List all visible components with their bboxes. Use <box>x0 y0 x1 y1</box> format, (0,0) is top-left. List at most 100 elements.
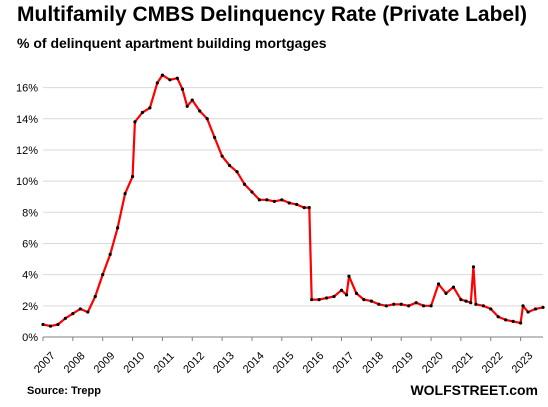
data-point <box>469 301 473 305</box>
data-point <box>56 322 60 327</box>
data-point <box>220 154 224 158</box>
x-tick-label: 2008 <box>62 350 88 376</box>
data-point <box>227 163 232 168</box>
data-point <box>392 302 396 306</box>
y-tick-label: 8% <box>22 207 38 219</box>
data-point <box>481 304 485 308</box>
data-point <box>71 312 75 316</box>
data-point <box>464 299 468 303</box>
x-tick-label: 2019 <box>390 350 416 376</box>
data-point <box>116 226 120 230</box>
data-point <box>519 321 523 325</box>
x-tick-label: 2012 <box>181 350 207 376</box>
data-point <box>160 73 165 77</box>
y-tick-label: 14% <box>16 114 38 126</box>
data-point <box>541 305 545 309</box>
data-point <box>41 322 45 327</box>
data-point <box>295 202 299 207</box>
data-point <box>377 302 381 306</box>
data-point <box>101 273 105 277</box>
gridlines <box>43 87 543 307</box>
data-point <box>155 81 159 85</box>
data-point <box>496 315 500 319</box>
data-point <box>280 198 284 202</box>
data-point <box>123 191 127 196</box>
data-point <box>414 301 418 305</box>
x-tick-label: 2014 <box>241 350 267 376</box>
data-point <box>307 206 311 210</box>
x-tick-label: 2023 <box>510 350 536 376</box>
data-point <box>317 297 321 302</box>
data-point <box>369 299 373 303</box>
x-tick-label: 2009 <box>92 350 118 376</box>
x-axis: 2007 2008 2009 2010 2011 2012 2013 2014 2015 2016… <box>32 336 543 376</box>
data-point <box>324 296 329 300</box>
data-point <box>384 304 388 308</box>
data-point <box>140 110 145 115</box>
data-point <box>444 291 448 295</box>
data-point <box>302 206 306 210</box>
x-tick-label: 2022 <box>480 350 506 376</box>
data-point <box>459 297 463 302</box>
chart-subtitle: % of delinquent apartment building mortg… <box>17 35 327 51</box>
data-point <box>198 109 202 113</box>
data-point <box>451 285 456 289</box>
data-point <box>429 304 433 308</box>
y-axis: 0% 2% 4% 6% 8% 10% 12% 14% 16% <box>16 83 38 344</box>
data-point <box>474 302 478 306</box>
data-point <box>242 182 247 186</box>
data-point <box>511 319 515 324</box>
x-tick-label: 2018 <box>360 350 386 376</box>
data-point <box>175 76 179 80</box>
data-point <box>180 87 185 91</box>
data-point <box>250 190 254 194</box>
y-tick-label: 6% <box>22 238 38 250</box>
data-point <box>108 252 112 256</box>
data-point <box>339 288 344 292</box>
data-point <box>504 318 508 322</box>
data-point <box>272 199 276 203</box>
data-point <box>148 106 152 110</box>
data-point <box>489 307 493 311</box>
y-tick-label: 4% <box>22 270 38 282</box>
x-tick-label: 2011 <box>152 350 177 375</box>
data-point <box>421 304 426 308</box>
data-point <box>362 297 366 302</box>
data-point <box>213 135 217 140</box>
data-point <box>63 316 67 320</box>
data-point <box>347 274 351 278</box>
data-point <box>354 291 359 295</box>
data-point <box>133 120 137 124</box>
y-tick-label: 0% <box>22 332 38 344</box>
data-point <box>190 98 194 102</box>
data-point <box>436 282 441 286</box>
x-tick-label: 2020 <box>420 350 446 376</box>
data-point <box>235 170 239 174</box>
data-point <box>407 304 411 308</box>
data-point <box>86 310 90 314</box>
x-tick-label: 2007 <box>32 350 58 376</box>
x-tick-label: 2017 <box>330 350 356 376</box>
data-point <box>130 174 135 179</box>
data-point <box>332 294 336 299</box>
data-point <box>168 78 172 82</box>
x-tick-label: 2010 <box>122 350 148 376</box>
source-note: Source: Trepp <box>27 385 101 397</box>
data-point <box>287 201 291 205</box>
x-tick-label: 2015 <box>271 350 297 376</box>
data-point <box>205 117 209 121</box>
data-point <box>471 265 476 269</box>
data-point <box>257 198 262 202</box>
data-point <box>93 294 97 299</box>
data-point <box>526 310 530 314</box>
data-point <box>185 104 189 108</box>
chart-title: Multifamily CMBS Delinquency Rate (Priva… <box>17 3 527 26</box>
x-tick-label: 2021 <box>450 350 476 376</box>
series-line <box>42 73 544 328</box>
data-point <box>399 302 403 306</box>
x-tick-label: 2013 <box>211 350 237 376</box>
data-point <box>521 304 525 308</box>
data-point <box>310 297 314 302</box>
data-point <box>265 198 269 202</box>
